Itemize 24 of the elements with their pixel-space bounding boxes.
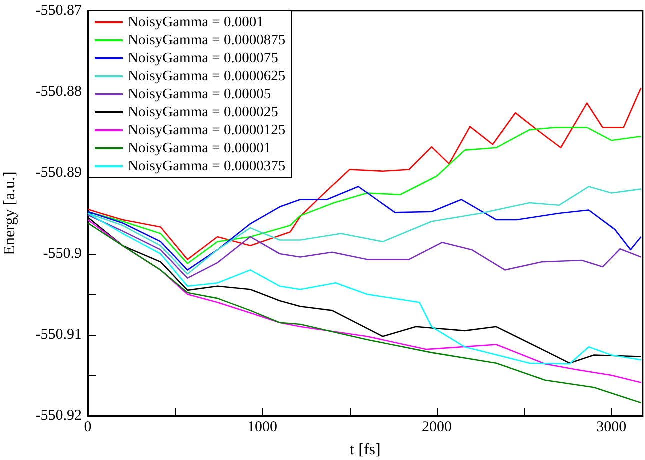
- y-axis-title: Energy [a.u.]: [2, 172, 18, 256]
- y-tick-label: -550.87: [36, 3, 82, 19]
- legend-label: NoisyGamma = 0.0000875: [128, 32, 286, 48]
- legend-label: NoisyGamma = 0.0000625: [128, 68, 286, 84]
- legend-label: NoisyGamma = 0.00001: [128, 140, 272, 156]
- x-tick-label: 3000: [596, 420, 627, 436]
- y-tick-label: -550.91: [36, 327, 82, 343]
- x-tick-label: 1000: [248, 420, 278, 436]
- x-tick-label: 2000: [422, 420, 452, 436]
- y-tick-label: -550.89: [36, 165, 82, 181]
- legend-label: NoisyGamma = 0.0001: [128, 14, 264, 30]
- legend-label: NoisyGamma = 0.000025: [128, 104, 278, 120]
- y-tick-label: -550.88: [36, 84, 82, 100]
- legend-label: NoisyGamma = 0.000075: [128, 50, 278, 66]
- legend-label: NoisyGamma = 0.0000125: [128, 122, 286, 138]
- x-tick-label: 0: [84, 420, 92, 436]
- line-series: [87, 126, 642, 264]
- legend-label: NoisyGamma = 0.0000375: [128, 158, 286, 174]
- y-tick-label: -550.9: [43, 246, 82, 262]
- line-series: [87, 87, 642, 260]
- y-tick-label: -550.92: [36, 408, 82, 424]
- x-axis-title: t [fs]: [350, 442, 381, 458]
- line-series: [87, 214, 642, 279]
- legend-label: NoisyGamma = 0.00005: [128, 86, 272, 102]
